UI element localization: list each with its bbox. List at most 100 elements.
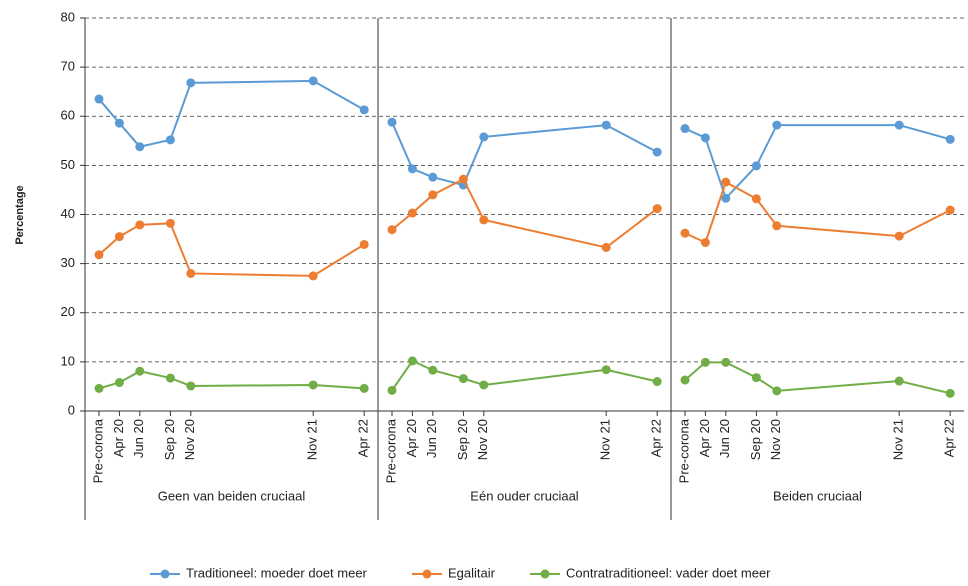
point bbox=[186, 268, 196, 278]
y-tick-label: 0 bbox=[68, 402, 75, 417]
y-tick-label: 80 bbox=[61, 9, 75, 24]
point bbox=[186, 78, 196, 88]
x-tick-label: Apr 20 bbox=[111, 419, 126, 457]
y-tick-label: 60 bbox=[61, 108, 75, 123]
point bbox=[894, 376, 904, 386]
point bbox=[407, 164, 417, 174]
point bbox=[135, 142, 145, 152]
point bbox=[751, 194, 761, 204]
y-tick-label: 10 bbox=[61, 353, 75, 368]
x-tick-label: Nov 21 bbox=[305, 419, 320, 460]
x-tick-label: Apr 20 bbox=[404, 419, 419, 457]
x-tick-label: Sep 20 bbox=[748, 419, 763, 460]
point bbox=[700, 133, 710, 143]
point bbox=[772, 120, 782, 130]
line bbox=[98, 79, 365, 148]
x-tick-label: Nov 21 bbox=[598, 419, 613, 460]
point bbox=[114, 118, 124, 128]
y-tick-label: 50 bbox=[61, 157, 75, 172]
point bbox=[359, 239, 369, 249]
panel-label: Geen van beiden cruciaal bbox=[158, 488, 306, 503]
point bbox=[680, 228, 690, 238]
x-tick-label: Pre-corona bbox=[676, 418, 691, 483]
x-tick-label: Nov 20 bbox=[475, 419, 490, 460]
legend-label: Contratraditioneel: vader doet meer bbox=[566, 565, 771, 580]
y-tick-label: 40 bbox=[61, 206, 75, 221]
x-tick-label: Jun 20 bbox=[131, 419, 146, 458]
point bbox=[680, 375, 690, 385]
point bbox=[407, 356, 417, 366]
x-tick-label: Apr 20 bbox=[697, 419, 712, 457]
point bbox=[601, 365, 611, 375]
line bbox=[684, 180, 951, 244]
x-tick-label: Apr 22 bbox=[942, 419, 957, 457]
x-tick-label: Jun 20 bbox=[717, 419, 732, 458]
point bbox=[308, 271, 318, 281]
point bbox=[428, 190, 438, 200]
point bbox=[135, 366, 145, 376]
y-tick-label: 70 bbox=[61, 59, 75, 74]
point bbox=[721, 193, 731, 203]
legend-marker bbox=[160, 569, 170, 579]
point bbox=[945, 134, 955, 144]
point bbox=[601, 242, 611, 252]
point bbox=[387, 117, 397, 127]
legend-marker bbox=[422, 569, 432, 579]
x-tick-label: Sep 20 bbox=[162, 419, 177, 460]
point bbox=[945, 388, 955, 398]
point bbox=[308, 380, 318, 390]
point bbox=[458, 374, 468, 384]
point bbox=[165, 135, 175, 145]
point bbox=[458, 174, 468, 184]
point bbox=[652, 147, 662, 157]
point bbox=[652, 377, 662, 387]
point bbox=[135, 220, 145, 230]
panel-label: Beiden cruciaal bbox=[773, 488, 862, 503]
point bbox=[428, 172, 438, 182]
legend-label: Egalitair bbox=[448, 565, 496, 580]
point bbox=[894, 120, 904, 130]
point bbox=[945, 205, 955, 215]
point bbox=[772, 386, 782, 396]
point bbox=[114, 232, 124, 242]
y-tick-label: 20 bbox=[61, 304, 75, 319]
x-tick-label: Pre-corona bbox=[90, 418, 105, 483]
x-tick-label: Apr 22 bbox=[356, 419, 371, 457]
point bbox=[751, 373, 761, 383]
point bbox=[700, 238, 710, 248]
point bbox=[479, 132, 489, 142]
point bbox=[165, 218, 175, 228]
x-tick-label: Apr 22 bbox=[649, 419, 664, 457]
point bbox=[601, 120, 611, 130]
point bbox=[359, 383, 369, 393]
point bbox=[721, 177, 731, 187]
x-tick-label: Sep 20 bbox=[455, 419, 470, 460]
point bbox=[721, 357, 731, 367]
point bbox=[772, 221, 782, 231]
point bbox=[308, 76, 318, 86]
point bbox=[186, 381, 196, 391]
x-tick-label: Pre-corona bbox=[383, 418, 398, 483]
panel-label: Eén ouder cruciaal bbox=[470, 488, 579, 503]
point bbox=[428, 365, 438, 375]
point bbox=[94, 383, 104, 393]
point bbox=[479, 380, 489, 390]
point bbox=[894, 231, 904, 241]
legend-marker bbox=[540, 569, 550, 579]
point bbox=[700, 357, 710, 367]
point bbox=[652, 204, 662, 214]
point bbox=[114, 378, 124, 388]
line bbox=[684, 361, 951, 395]
point bbox=[94, 250, 104, 260]
point bbox=[479, 215, 489, 225]
point bbox=[680, 124, 690, 134]
point bbox=[165, 373, 175, 383]
point bbox=[387, 225, 397, 235]
y-axis-label: Percentage bbox=[14, 185, 26, 244]
line bbox=[98, 222, 365, 277]
point bbox=[751, 161, 761, 171]
x-tick-label: Nov 20 bbox=[768, 419, 783, 460]
line bbox=[391, 177, 658, 249]
line bbox=[391, 359, 658, 391]
